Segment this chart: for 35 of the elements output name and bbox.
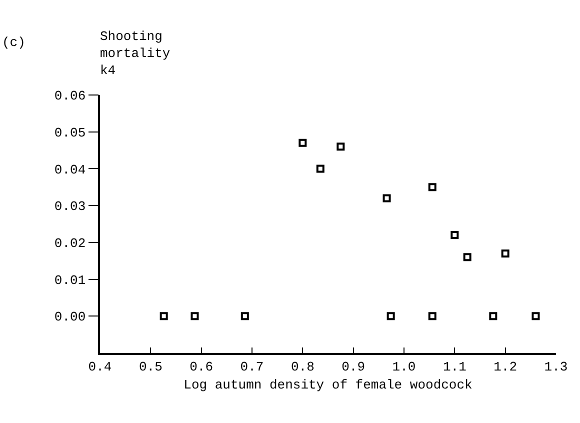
y-tick-label: 0.03 bbox=[54, 199, 86, 214]
point bbox=[450, 231, 459, 240]
point bbox=[501, 249, 510, 258]
y-tick-label: 0.01 bbox=[54, 272, 86, 288]
y-tick-label: 0.05 bbox=[54, 125, 86, 140]
x-tick-label: 1.2 bbox=[494, 359, 518, 374]
point bbox=[428, 312, 436, 320]
point bbox=[240, 312, 249, 320]
x-tick-label: 0.6 bbox=[190, 359, 214, 374]
point bbox=[428, 183, 436, 192]
x-tick-label: 1.3 bbox=[544, 359, 568, 374]
x-tick-label: 0.8 bbox=[290, 359, 314, 374]
x-tick-label: 1.0 bbox=[392, 359, 416, 374]
x-tick-label: 0.7 bbox=[240, 359, 264, 374]
y-tick-label: 0.06 bbox=[54, 88, 86, 104]
point bbox=[463, 253, 472, 262]
x-axis-title: Log autumn density of female woodcock bbox=[184, 377, 473, 392]
point bbox=[382, 194, 391, 202]
point bbox=[160, 312, 168, 320]
y-tick-label: 0.04 bbox=[54, 162, 86, 178]
point bbox=[532, 312, 540, 320]
point bbox=[336, 142, 345, 151]
point bbox=[386, 312, 395, 320]
point bbox=[298, 138, 307, 147]
x-tick-label: 0.4 bbox=[88, 359, 112, 374]
point bbox=[190, 312, 199, 320]
point bbox=[316, 164, 324, 173]
x-tick-label: 0.9 bbox=[342, 359, 366, 374]
x-tick-label: 0.5 bbox=[138, 359, 162, 374]
chart-title: (c) bbox=[2, 35, 26, 50]
x-tick-label: 1.1 bbox=[442, 359, 467, 374]
y-axis-title: Shooting mortality k4 bbox=[100, 29, 170, 78]
y-tick-label: 0.00 bbox=[54, 310, 86, 325]
y-tick-label: 0.02 bbox=[54, 236, 86, 251]
point bbox=[489, 312, 498, 320]
